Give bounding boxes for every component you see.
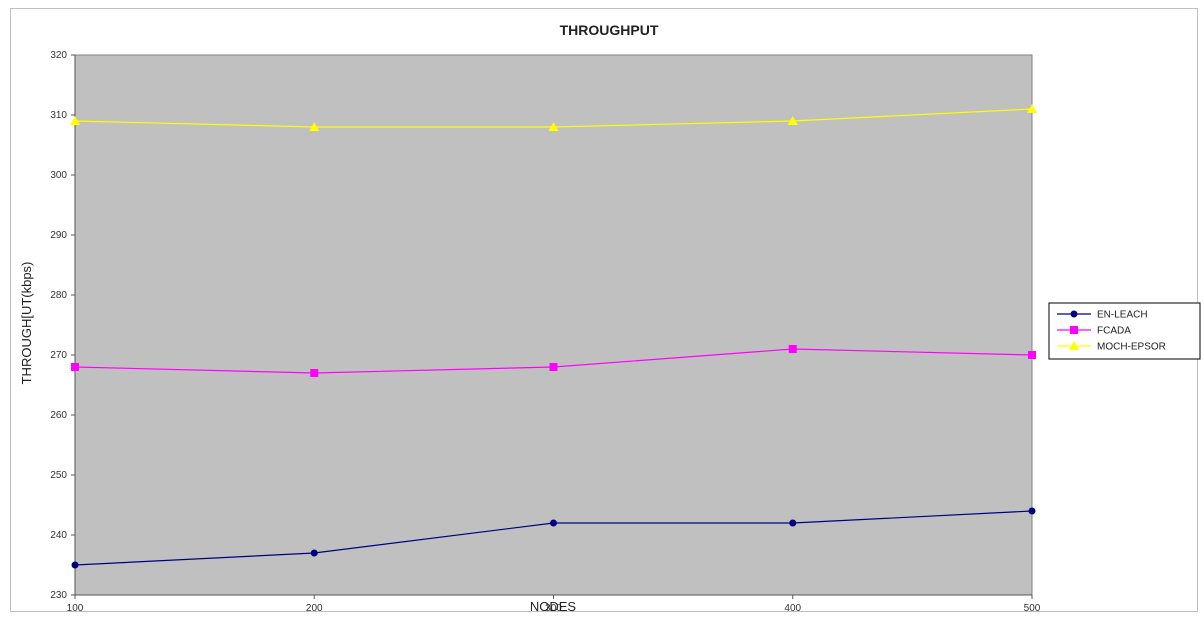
- data-point-fcada: [788, 345, 797, 353]
- data-point-moch-epsor: [309, 122, 320, 131]
- x-tick-label: 200: [306, 603, 323, 614]
- legend-item-en-leach: EN-LEACH: [1057, 310, 1148, 321]
- data-point-moch-epsor: [548, 122, 559, 131]
- x-tick-label: 500: [1024, 603, 1041, 614]
- data-point-moch-epsor: [1027, 104, 1037, 113]
- y-tick-label: 240: [50, 530, 67, 541]
- y-tick-label: 230: [50, 590, 67, 601]
- data-point-fcada: [71, 363, 79, 371]
- data-point-en-leach: [310, 549, 318, 557]
- y-axis: 230 240 250 260 270 280 290 300 310 320: [50, 50, 76, 601]
- x-axis-title: NODES: [530, 599, 577, 614]
- data-point-en-leach: [71, 561, 79, 569]
- series-moch-epsor: [70, 104, 1037, 131]
- legend-label: FCADA: [1097, 326, 1131, 337]
- data-point-moch-epsor: [70, 116, 80, 125]
- legend-label: MOCH-EPSOR: [1097, 342, 1166, 353]
- x-axis: 100 200 300 400 500: [67, 594, 1041, 614]
- legend-swatch-marker: [1069, 341, 1079, 350]
- chart-title: THROUGHPUT: [560, 22, 659, 38]
- data-point-en-leach: [1028, 507, 1036, 515]
- legend: EN-LEACH FCADA MOCH-EPSOR: [1048, 302, 1201, 360]
- data-point-en-leach: [789, 519, 797, 527]
- series-en-leach: [71, 507, 1036, 569]
- data-point-fcada: [310, 369, 319, 377]
- y-tick-label: 300: [50, 170, 67, 181]
- data-point-en-leach: [550, 519, 557, 527]
- x-tick-label: 400: [784, 603, 801, 614]
- legend-item-moch-epsor: MOCH-EPSOR: [1057, 341, 1166, 353]
- y-tick-label: 280: [50, 290, 67, 301]
- x-tick-label: 300: [545, 603, 562, 614]
- series-layer: [70, 104, 1037, 569]
- y-tick-label: 290: [50, 230, 67, 241]
- legend-item-fcada: FCADA: [1057, 326, 1131, 337]
- data-point-moch-epsor: [787, 116, 798, 125]
- plot-area: [74, 54, 1033, 596]
- x-tick-label: 100: [67, 603, 84, 614]
- y-tick-label: 250: [50, 470, 67, 481]
- data-point-fcada: [1028, 351, 1036, 359]
- y-axis-title: THROUGH[UT(kbps): [19, 262, 34, 385]
- y-tick-label: 270: [50, 350, 67, 361]
- y-tick-label: 260: [50, 410, 67, 421]
- data-point-fcada: [549, 363, 558, 371]
- legend-label: EN-LEACH: [1097, 310, 1148, 321]
- series-fcada: [71, 345, 1036, 377]
- legend-swatch-marker: [1070, 310, 1078, 318]
- legend-swatch-marker: [1070, 326, 1078, 334]
- y-tick-label: 320: [50, 50, 67, 61]
- y-tick-label: 310: [50, 110, 67, 121]
